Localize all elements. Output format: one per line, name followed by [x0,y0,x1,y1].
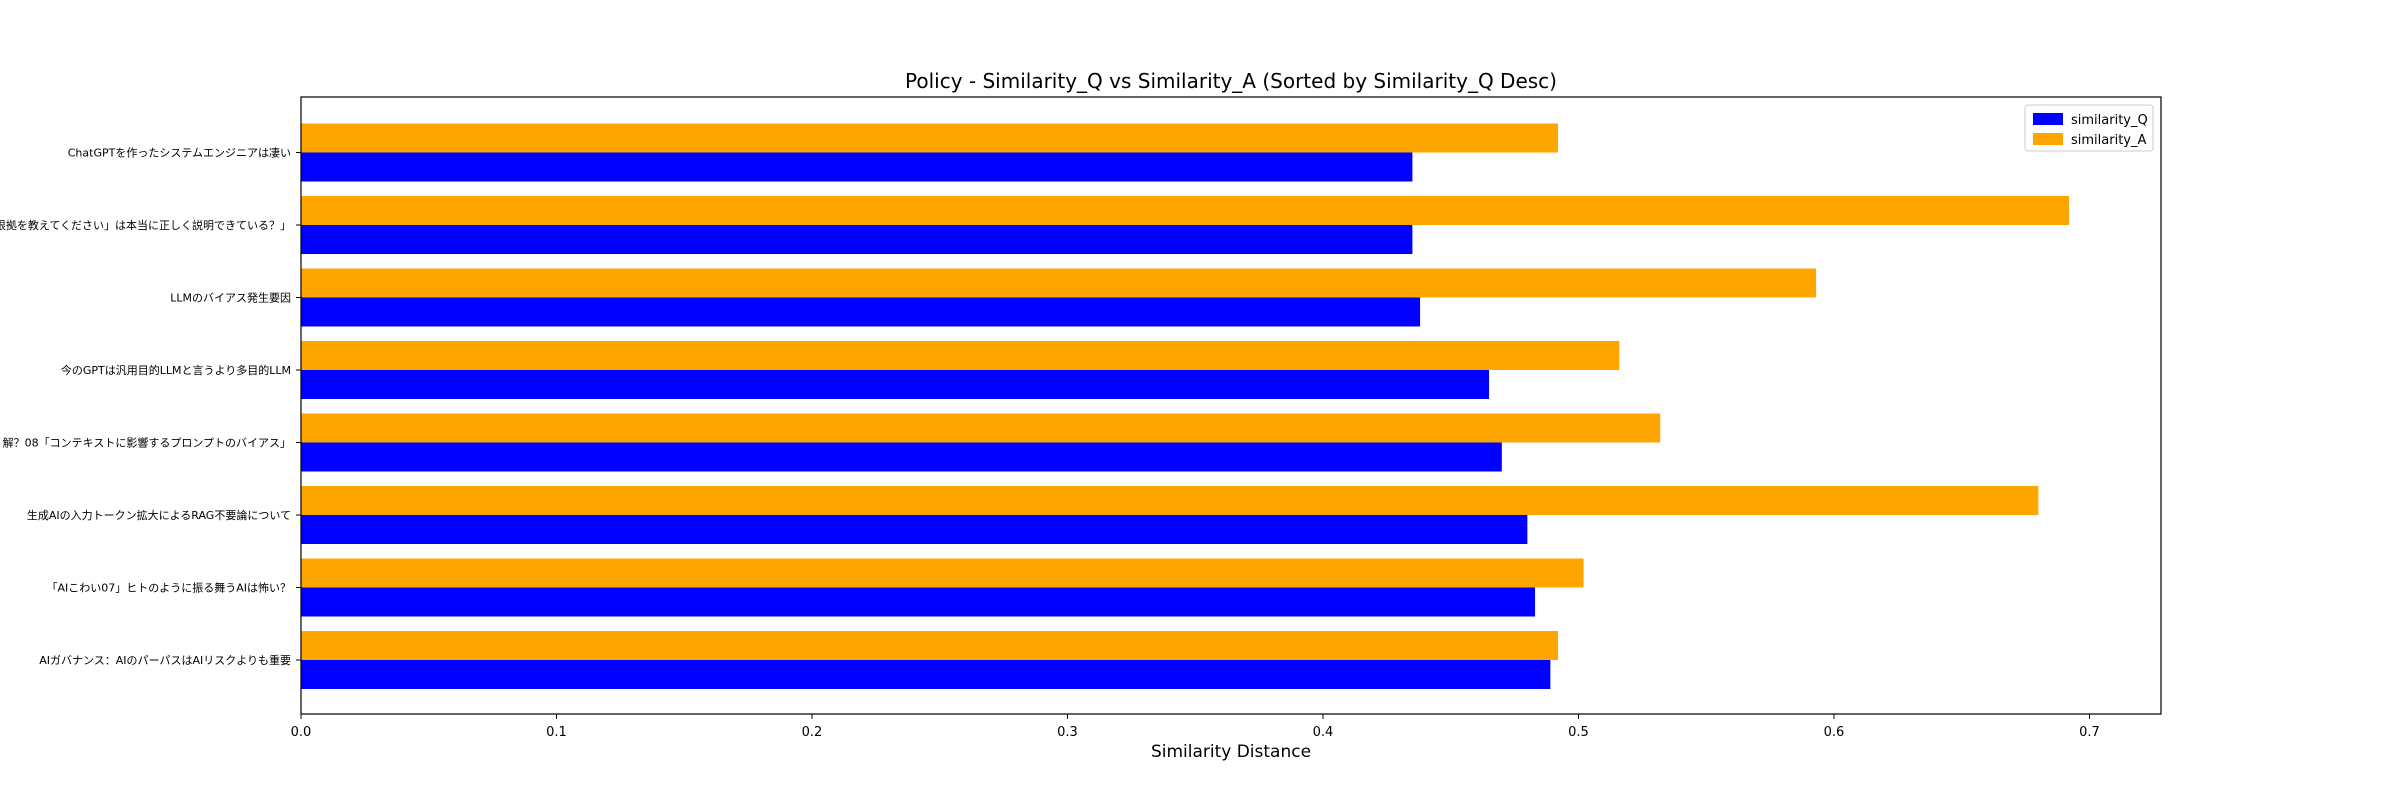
bar-similarity-q [301,370,1490,399]
bar-similarity-a [301,123,1559,153]
bar-similarity-q [301,152,1413,182]
y-tick-label: 「AIこわい07」ヒトのように振る舞うAIは怖い？ [46,581,291,595]
bar-similarity-a [301,196,2070,225]
x-tick-label: 0.0 [291,725,312,740]
x-tick-label: 0.2 [802,725,823,740]
y-tick-label: AIガバナンス：AIのパーパスはAIリスクよりも重要 [39,653,291,667]
legend: similarity_Q similarity_A [2024,104,2154,152]
bar-similarity-a [301,631,1559,660]
x-axis-label: Similarity Distance [1151,742,1311,762]
x-tick-label: 0.7 [2079,725,2100,740]
y-tick-label: 解？08「コンテキストに影響するプロンプトのバイアス」 [3,436,291,450]
bar-similarity-q [301,442,1502,472]
bar-similarity-a [301,268,1817,298]
legend-swatch [2033,113,2063,125]
x-axis: 0.0 0.1 0.2 0.3 0.4 0.5 0.6 0.7 [291,714,2100,740]
bars-layer [301,123,2070,689]
x-tick-label: 0.5 [1568,725,1589,740]
y-tick-label: 今のGPTは汎用目的LLMと言うより多目的LLM [61,363,291,377]
y-tick-label: 「根拠を教えてください」は本当に正しく説明できている？」 [0,218,291,232]
legend-label: similarity_A [2071,133,2146,148]
chart-title: Policy - Similarity_Q vs Similarity_A (S… [905,69,1557,93]
bar-similarity-a [301,558,1584,588]
legend-label: similarity_Q [2071,113,2148,128]
y-axis: ChatGPTを作ったシステムエンジニアは凄い「根拠を教えてください」は本当に正… [0,147,301,667]
bar-similarity-q [301,660,1551,689]
legend-swatch [2033,133,2063,145]
bar-similarity-q [301,297,1421,327]
y-tick-label: LLMのバイアス発生要因 [170,291,291,305]
bar-similarity-q [301,515,1528,544]
y-tick-label: ChatGPTを作ったシステムエンジニアは凄い [68,147,291,160]
plot-frame [300,96,2162,715]
x-tick-label: 0.3 [1057,725,1078,740]
y-tick-label: 生成AIの入力トークン拡大によるRAG不要論について [27,508,291,522]
x-tick-label: 0.4 [1313,725,1334,740]
bar-similarity-q [301,587,1536,617]
bar-similarity-a [301,486,2039,515]
bar-similarity-a [301,413,1661,443]
x-tick-label: 0.6 [1824,725,1845,740]
bar-similarity-q [301,225,1413,254]
x-tick-label: 0.1 [546,725,567,740]
bar-similarity-a [301,341,1620,370]
